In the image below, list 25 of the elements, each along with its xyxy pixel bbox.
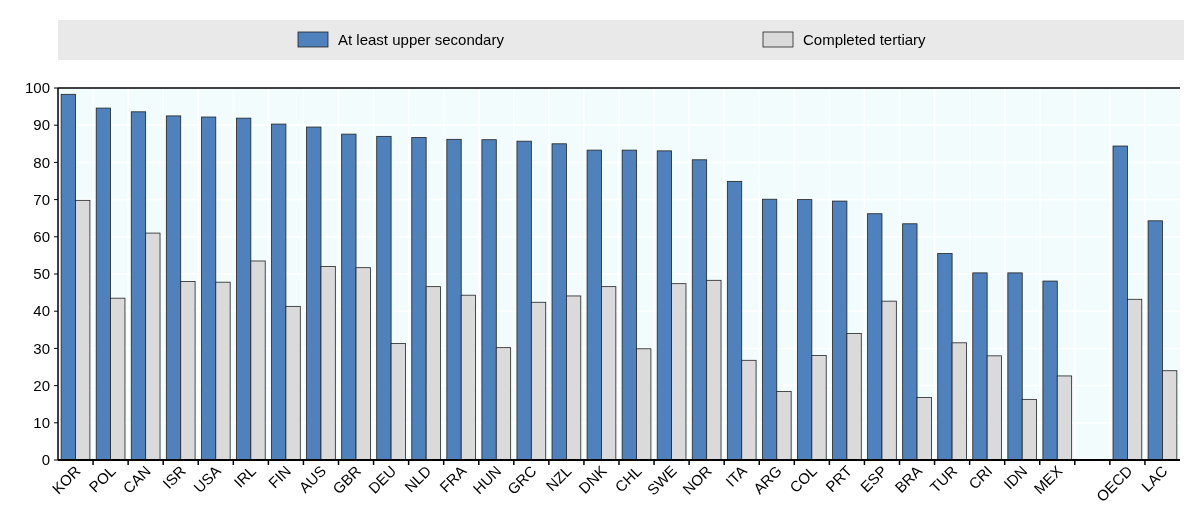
- x-tick-label: POL: [85, 462, 119, 496]
- x-tick-label: IDN: [1000, 462, 1031, 493]
- y-tick-label: 0: [41, 451, 50, 469]
- x-tick-label: TUR: [926, 461, 961, 496]
- y-tick-label: 70: [33, 190, 50, 208]
- x-tick-label: USA: [190, 462, 224, 496]
- y-tick-label: 50: [33, 265, 50, 283]
- y-tick-label: 90: [33, 116, 50, 134]
- legend-label: Completed tertiary: [803, 31, 927, 48]
- x-tick-label: ISR: [159, 461, 189, 492]
- x-tick-label: NZL: [542, 462, 575, 495]
- y-tick-label: 10: [33, 414, 50, 432]
- y-tick-label: 40: [33, 302, 50, 320]
- y-tick-label: 20: [33, 376, 50, 394]
- y-tick-label: 30: [33, 339, 50, 357]
- x-tick-label: COL: [786, 462, 820, 496]
- x-tick-label: ITA: [722, 462, 750, 490]
- x-tick-label: CHL: [611, 462, 645, 496]
- y-tick-label: 80: [33, 153, 50, 171]
- x-tick-label: FIN: [264, 462, 295, 492]
- legend-label: At least upper secondary: [338, 31, 505, 48]
- y-tick-label: 100: [24, 79, 50, 97]
- y-tick-label: 60: [33, 228, 50, 246]
- x-tick-label: CRI: [964, 462, 996, 493]
- x-tick-label: IRL: [230, 462, 259, 491]
